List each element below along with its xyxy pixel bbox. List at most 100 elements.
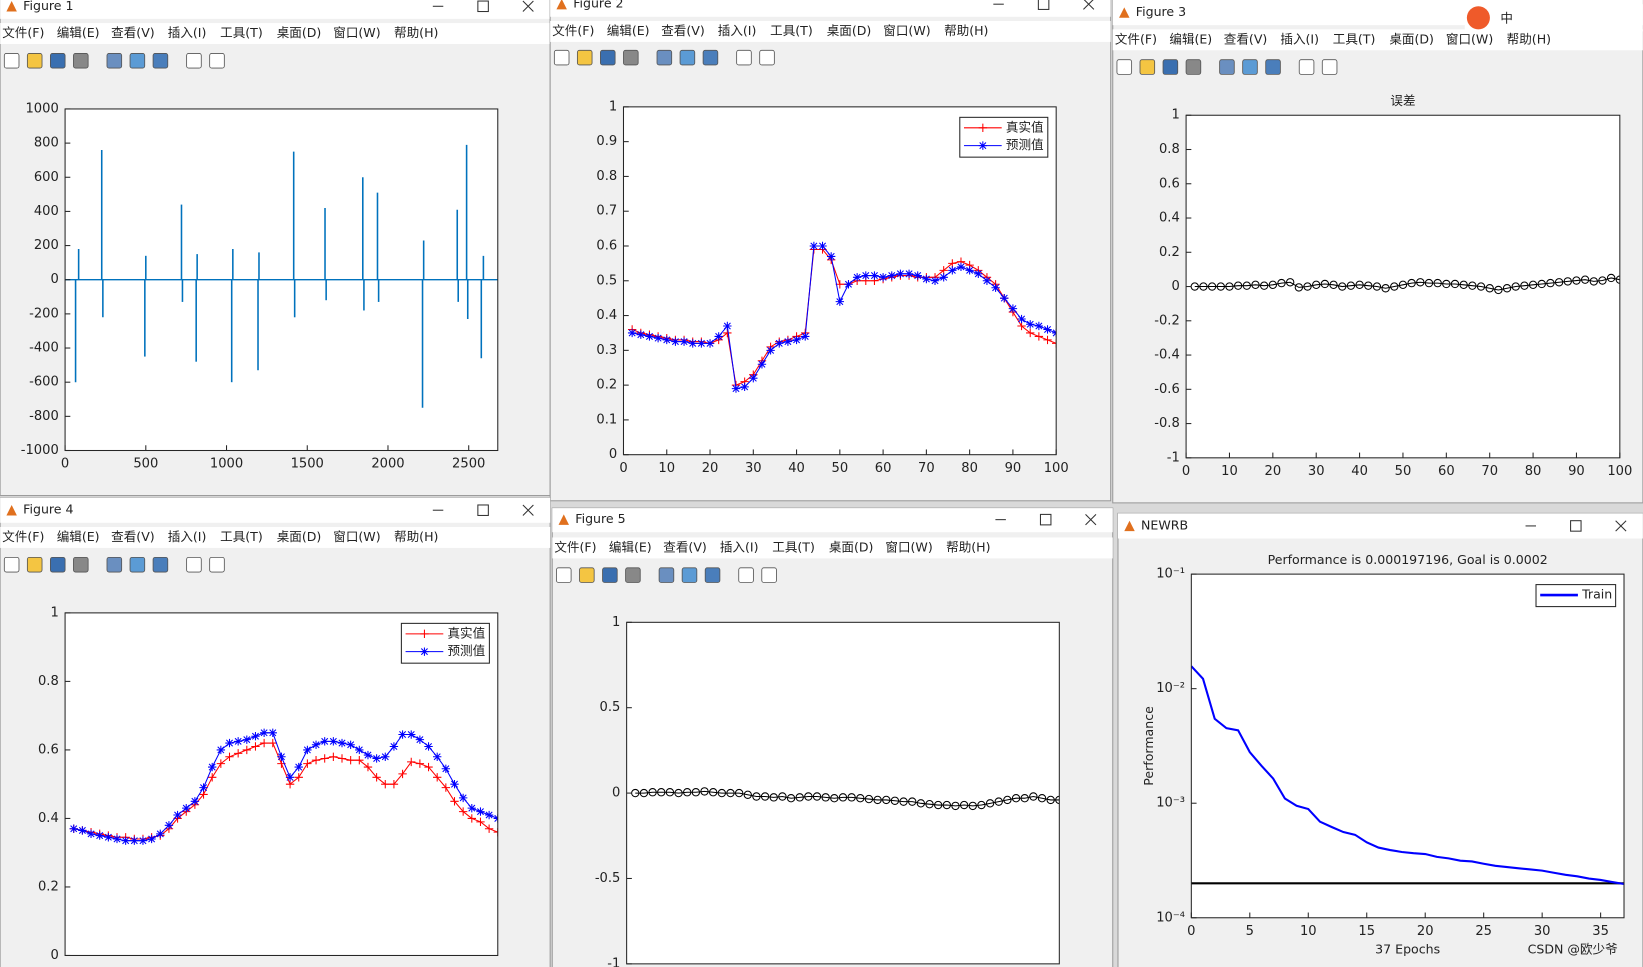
menu-item[interactable]: 文件(F) — [1115, 31, 1157, 46]
toolbar-button[interactable] — [738, 567, 754, 583]
maximize-button[interactable] — [1039, 513, 1052, 526]
menu-item[interactable]: 工具(T) — [220, 25, 263, 40]
toolbar-button[interactable] — [658, 567, 675, 583]
toolbar-button[interactable] — [186, 53, 202, 69]
toolbar-button[interactable] — [679, 49, 696, 66]
menu-item[interactable]: 帮助(H) — [946, 539, 990, 554]
toolbar-button[interactable] — [1265, 59, 1281, 75]
menu-item[interactable]: 帮助(H) — [1507, 31, 1551, 46]
menu-item[interactable]: 窗口(W) — [333, 529, 380, 544]
toolbar-button[interactable] — [553, 49, 570, 66]
toolbar-button[interactable] — [152, 53, 169, 69]
toolbar-button[interactable] — [3, 556, 20, 573]
close-button[interactable] — [522, 504, 534, 516]
menu-item[interactable]: 编辑(E) — [57, 529, 100, 544]
marker — [1329, 280, 1338, 290]
toolbar-button[interactable] — [576, 49, 593, 66]
maximize-button[interactable] — [1570, 520, 1582, 532]
menu-item[interactable]: 插入(I) — [720, 539, 759, 554]
toolbar-button[interactable] — [129, 556, 146, 573]
y-tick-label: 0.8 — [596, 169, 617, 184]
menu-item[interactable]: 文件(F) — [554, 539, 596, 554]
menu-item[interactable]: 插入(I) — [1280, 31, 1319, 46]
toolbar-button[interactable] — [579, 567, 595, 583]
toolbar-button[interactable] — [623, 49, 639, 66]
toolbar-button[interactable] — [73, 556, 89, 573]
toolbar-button[interactable] — [1219, 59, 1235, 75]
menu-item[interactable]: 编辑(E) — [57, 25, 100, 40]
menu-item[interactable]: 窗口(W) — [1446, 31, 1493, 46]
menu-item[interactable]: 编辑(E) — [609, 539, 652, 554]
menu-item[interactable]: 查看(V) — [111, 25, 155, 40]
menu-item[interactable]: 工具(T) — [220, 529, 263, 544]
menu-item[interactable]: 插入(I) — [168, 25, 207, 40]
menu-item[interactable]: 桌面(D) — [277, 529, 322, 544]
toolbar-button[interactable] — [129, 53, 146, 69]
menu-item[interactable]: 窗口(W) — [883, 23, 930, 38]
toolbar-button[interactable] — [1298, 59, 1315, 75]
toolbar-button[interactable] — [26, 556, 43, 573]
menu-item[interactable]: 查看(V) — [1224, 31, 1268, 46]
menu-item[interactable]: 插入(I) — [718, 23, 757, 38]
toolbar-button[interactable] — [1139, 59, 1156, 75]
toolbar-button[interactable] — [209, 53, 225, 69]
toolbar-button[interactable] — [600, 49, 616, 66]
toolbar-button[interactable] — [704, 567, 721, 583]
toolbar-button[interactable] — [186, 556, 202, 573]
toolbar-button[interactable] — [152, 556, 169, 573]
toolbar-button[interactable] — [1116, 59, 1133, 75]
toolbar-button[interactable] — [1321, 59, 1338, 75]
menu-item[interactable]: 帮助(H) — [394, 529, 438, 544]
toolbar-button[interactable] — [49, 53, 66, 69]
menu-item[interactable]: 工具(T) — [1333, 31, 1376, 46]
menu-item[interactable]: 窗口(W) — [885, 539, 932, 554]
menu-item[interactable]: 工具(T) — [772, 539, 815, 554]
menu-item[interactable]: 查看(V) — [661, 23, 705, 38]
menu-item[interactable]: 编辑(E) — [1169, 31, 1212, 46]
toolbar-button[interactable] — [702, 49, 719, 66]
toolbar-button[interactable] — [3, 53, 20, 69]
toolbar-button[interactable] — [759, 49, 775, 66]
toolbar-button[interactable] — [736, 49, 752, 66]
toolbar-button[interactable] — [1185, 59, 1202, 75]
menu-item[interactable]: 文件(F) — [552, 23, 594, 38]
menu-item[interactable]: 桌面(D) — [277, 25, 322, 40]
menu-item[interactable]: 帮助(H) — [944, 23, 988, 38]
close-button[interactable] — [1083, 0, 1095, 10]
toolbar-button[interactable] — [49, 556, 66, 573]
menu-item[interactable]: 编辑(E) — [607, 23, 650, 38]
toolbar-button[interactable] — [761, 567, 777, 583]
maximize-button[interactable] — [477, 0, 489, 13]
close-button[interactable] — [1085, 514, 1097, 526]
toolbar-button[interactable] — [656, 49, 673, 66]
menu-item[interactable]: 插入(I) — [168, 529, 207, 544]
menu-item[interactable]: 文件(F) — [2, 529, 44, 544]
toolbar-button[interactable] — [681, 567, 698, 583]
close-button[interactable] — [522, 0, 534, 12]
menu-item[interactable]: 窗口(W) — [333, 25, 380, 40]
toolbar-button[interactable] — [556, 567, 572, 583]
marker — [948, 266, 957, 275]
maximize-button[interactable] — [1037, 0, 1050, 10]
toolbar-button[interactable] — [209, 556, 225, 573]
menu-item[interactable]: 帮助(H) — [394, 25, 438, 40]
toolbar-button[interactable] — [1242, 59, 1258, 75]
toolbar-button[interactable] — [602, 567, 618, 583]
menu-item[interactable]: 桌面(D) — [1389, 31, 1434, 46]
menu-item[interactable]: 桌面(D) — [829, 539, 874, 554]
menu-item[interactable]: 查看(V) — [663, 539, 707, 554]
menu-item[interactable]: 查看(V) — [111, 529, 155, 544]
marker — [251, 742, 260, 751]
toolbar-button[interactable] — [625, 567, 641, 583]
toolbar-button[interactable] — [26, 53, 43, 69]
maximize-button[interactable] — [477, 504, 489, 516]
toolbar-button[interactable] — [1162, 59, 1179, 75]
ime-mode[interactable]: 中 — [1500, 10, 1513, 25]
close-button[interactable] — [1615, 520, 1627, 532]
toolbar-button[interactable] — [73, 53, 89, 69]
menu-item[interactable]: 桌面(D) — [827, 23, 872, 38]
menu-item[interactable]: 工具(T) — [770, 23, 813, 38]
toolbar-button[interactable] — [106, 556, 123, 573]
menu-item[interactable]: 文件(F) — [2, 25, 44, 40]
toolbar-button[interactable] — [106, 53, 123, 69]
